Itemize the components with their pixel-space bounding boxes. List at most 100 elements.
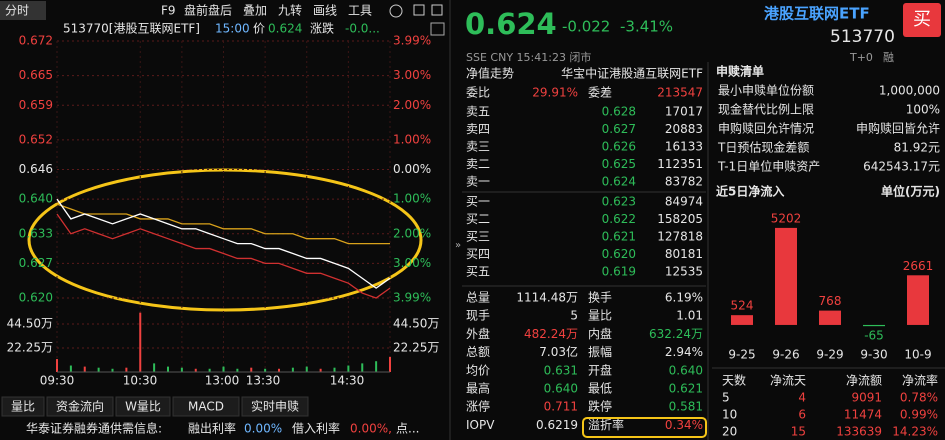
buy-label: 买: [913, 9, 931, 30]
pct-tick: 0.00%: [393, 162, 431, 176]
label: 213547: [657, 86, 703, 100]
label: 买一: [466, 195, 490, 209]
highlight-box: [582, 417, 707, 438]
label: 2.94%: [665, 345, 703, 359]
pct-tick: 3.00%: [393, 68, 431, 82]
tab[interactable]: [115, 396, 171, 417]
label: 0.627: [602, 122, 636, 136]
bar: [907, 275, 929, 325]
bar: [863, 324, 885, 327]
x-tick-label: 9-26: [772, 348, 799, 362]
volume-bar: [375, 361, 378, 372]
label: 112351: [657, 157, 703, 171]
buy-button[interactable]: [903, 3, 941, 37]
label: 买四: [466, 247, 490, 261]
label: 委差: [588, 86, 612, 100]
toolbar-item: 盘前盘后: [184, 3, 232, 18]
volume-bar: [167, 366, 169, 372]
label: T日预估现金差额: [717, 140, 809, 155]
label: 83782: [665, 175, 703, 189]
label: 0.624: [602, 175, 636, 189]
volume-bar: [194, 368, 197, 372]
price-tick: 0.640: [19, 192, 53, 206]
label: 632.24万: [649, 327, 703, 341]
tab[interactable]: [46, 396, 114, 417]
window-icon[interactable]: [431, 4, 443, 16]
label: 卖四: [466, 122, 490, 136]
bar: [775, 227, 797, 325]
volume-bar: [319, 368, 322, 372]
label: 0.620: [602, 247, 636, 261]
toolbar-item: 工具: [348, 4, 372, 18]
x-tick-label: 10-9: [904, 348, 931, 362]
bar: [731, 315, 753, 325]
label: IOPV: [466, 418, 495, 432]
volume-bar: [208, 368, 211, 372]
bar-label: -65: [864, 329, 884, 343]
label: 溢折率: [588, 417, 624, 432]
pct-tick: 1.00%: [393, 192, 431, 206]
settings-icon[interactable]: [389, 4, 403, 18]
label: 涨跌: [310, 21, 334, 36]
label: 0.628: [602, 105, 636, 119]
time-tick: 10:30: [123, 374, 158, 388]
label: 借入利率: [292, 421, 340, 436]
label: T+0: [849, 51, 873, 64]
label: 0.626: [602, 140, 636, 154]
time-tick: 13:00: [205, 374, 240, 388]
volume-bar: [56, 359, 58, 372]
tab[interactable]: [172, 396, 240, 417]
label: 净值走势: [466, 66, 514, 81]
label: 最高: [466, 381, 490, 396]
label: 融: [883, 51, 894, 64]
label: 换手: [588, 291, 612, 305]
label: 0.78%: [900, 391, 938, 405]
label: 买三: [466, 230, 490, 244]
label: 642543.17元: [863, 160, 940, 174]
time-tick: 14:30: [330, 374, 365, 388]
label: 振幅: [588, 344, 612, 359]
volume-bar: [111, 368, 114, 372]
time-tick: 09:30: [40, 374, 75, 388]
label: T-1日单位申赎资产: [717, 159, 820, 174]
window-icon[interactable]: [413, 4, 425, 16]
price-tick: 0.633: [19, 226, 53, 240]
price-tick: 0.659: [19, 98, 53, 112]
label: 14.23%: [892, 425, 938, 439]
label: 0.625: [602, 157, 636, 171]
chart-unit: 单位(万元): [881, 184, 940, 199]
label: 买五: [466, 265, 490, 279]
label: 15:00: [215, 22, 250, 36]
collapse-arrow[interactable]: »: [455, 240, 461, 251]
tab-label: W量比: [125, 400, 161, 414]
label: 84974: [665, 195, 703, 209]
label: 5: [570, 309, 578, 323]
tab[interactable]: [1, 396, 45, 417]
pct-tick: 3.99%: [393, 291, 431, 305]
label: 委比: [466, 86, 490, 100]
label: 开盘: [588, 362, 612, 377]
wp-icon[interactable]: [430, 22, 445, 36]
label: 净流额: [846, 374, 882, 388]
label: 1.01: [676, 309, 703, 323]
volume-bar: [125, 367, 128, 372]
tab-label: MACD: [188, 400, 224, 414]
period-select[interactable]: [0, 1, 46, 20]
label: 华泰证券融券通供需信息:: [26, 421, 162, 436]
time-tick: 13:30: [246, 374, 281, 388]
label: 量比: [588, 309, 612, 323]
label: 0.711: [544, 400, 578, 414]
label: 净流率: [902, 373, 938, 388]
tab[interactable]: [241, 396, 309, 417]
volume-tick: 44.50万: [393, 317, 439, 331]
bar: [819, 310, 841, 325]
volume-bar: [139, 312, 142, 372]
volume-tick: 22.25万: [393, 341, 439, 355]
label: 4: [798, 391, 806, 405]
reference-line: [56, 213, 391, 299]
label: 0.640: [544, 382, 578, 396]
tab-label: 量比: [11, 400, 35, 414]
label: 1114.48万: [516, 291, 578, 305]
price-tick: 0.672: [19, 34, 53, 48]
